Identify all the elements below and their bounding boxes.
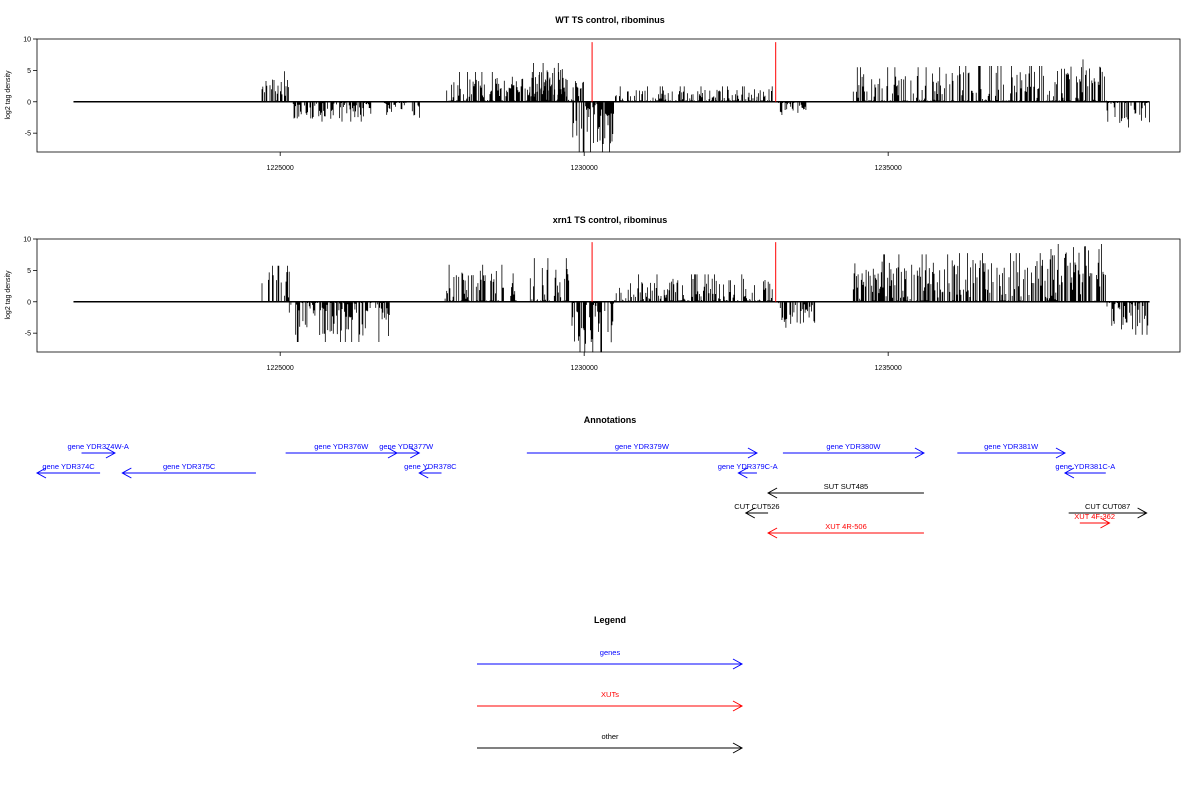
xrn1-density-panel: xrn1 TS control, ribominus log2 tag dens… [5,215,1181,373]
gene-ydr381c-a-label: gene YDR381C-A [1055,462,1115,471]
legend-other-label: other [601,732,619,741]
wt-y-tick-label: -5 [25,131,31,138]
xrn1-density-segment [571,301,614,353]
xrn1-density-segment [444,264,517,302]
gene-ydr374c-arrow [35,467,101,479]
gene-ydr378c-arrow [418,467,442,479]
xrn1-plot-frame [36,238,1181,353]
xrn1-x-tick-label: 1230000 [571,365,598,372]
wt-red-markers [591,42,777,102]
gene-ydr374w-a-label: gene YDR374W-A [68,442,129,451]
sut-sut485-arrow [767,487,924,499]
xrn1-density-segment [1106,301,1149,335]
legend: Legend genes XUTs other [477,615,744,754]
wt-plot-frame [36,38,1181,153]
xrn1-density-segment [288,301,390,342]
gene-ydr379c-a-label: gene YDR379C-A [718,462,778,471]
xrn1-axes: -5 0 5 10 1225000 1230000 1235000 [23,237,902,373]
xut-4r-506-arrow [767,527,924,539]
legend-gene-label: genes [600,648,621,657]
gene-ydr381w-label: gene YDR381W [984,442,1039,451]
wt-density-segment [615,86,773,102]
wt-density-segment [292,101,372,122]
wt-x-tick-label: 1225000 [267,165,294,172]
wt-density-segment [852,67,947,102]
legend-other-arrow [477,742,744,754]
wt-density-segment [529,63,570,102]
xrn1-density-segment [852,254,949,302]
legend-xut-label: XUTs [601,690,619,699]
wt-panel-title: WT TS control, ribominus [555,15,665,25]
wt-axes: -5 0 5 10 1225000 1230000 1235000 [23,37,902,173]
wt-density-segment [1106,101,1150,128]
legend-items: genes XUTs other [477,648,744,754]
wt-density-bars [261,59,1150,153]
xrn1-density-segment [948,253,1047,302]
wt-density-segment [261,71,289,102]
xrn1-density-segment [614,274,773,302]
xut-4f-362-arrow [1079,517,1111,529]
wt-density-segment [949,66,1044,102]
wt-density-segment [1045,59,1107,102]
gene-ydr377w-arrow [393,447,421,459]
xrn1-red-markers [591,242,777,302]
xrn1-y-tick-label: -5 [25,331,31,338]
cut-cut087-arrow [1068,507,1148,519]
wt-density-segment [572,101,614,153]
wt-x-tick-label: 1235000 [875,165,902,172]
sut-sut485-label: SUT SUT485 [824,482,868,491]
legend-xut-arrow [477,700,744,712]
cut-cut087-label: CUT CUT087 [1085,502,1130,511]
xrn1-density-segment [1046,244,1106,302]
wt-density-segment [778,101,807,115]
xrn1-density-segment [529,258,570,302]
xrn1-density-bars [261,244,1149,353]
annotations-title: Annotations [584,415,637,425]
wt-density-segment [383,101,420,118]
gene-ydr374w-a-arrow [81,447,116,459]
legend-title: Legend [594,615,626,625]
gene-ydr377w-label: gene YDR377W [379,442,434,451]
xrn1-y-tick-label: 0 [27,299,31,306]
xrn1-x-tick-label: 1235000 [875,365,902,372]
xrn1-y-axis-label: log2 tag density [5,270,12,320]
gene-ydr374c-label: gene YDR374C [42,462,95,471]
gene-ydr379w-arrow [526,447,758,459]
wt-density-panel: WT TS control, ribominus log2 tag densit… [5,15,1181,173]
wt-x-tick-label: 1230000 [571,165,598,172]
gene-ydr381w-arrow [957,447,1066,459]
gene-ydr375c-label: gene YDR375C [163,462,216,471]
gene-ydr380w-label: gene YDR380W [826,442,881,451]
wt-y-axis-label: log2 tag density [5,70,12,120]
xut-4f-362-label: XUT 4F-362 [1074,512,1115,521]
gene-ydr379c-a-arrow [737,467,757,479]
annotation-features: gene YDR374C gene YDR374W-A gene YDR375C ge… [35,442,1148,539]
gene-ydr376w-label: gene YDR376W [314,442,369,451]
gene-ydr380w-arrow [782,447,925,459]
xut-4r-506-label: XUT 4R-506 [825,522,867,531]
cut-cut526-arrow [744,507,769,519]
cut-cut526-label: CUT CUT526 [734,502,779,511]
gene-ydr381c-a-arrow [1063,467,1106,479]
wt-y-tick-label: 10 [23,37,31,44]
wt-y-tick-label: 5 [27,68,31,75]
wt-y-tick-label: 0 [27,99,31,106]
xrn1-x-tick-label: 1225000 [267,365,294,372]
xrn1-y-tick-label: 5 [27,268,31,275]
gene-ydr378c-label: gene YDR378C [404,462,457,471]
xrn1-panel-title: xrn1 TS control, ribominus [553,215,668,225]
legend-gene-arrow [477,658,744,670]
xrn1-density-segment [261,265,290,302]
gene-ydr375c-arrow [121,467,256,479]
xrn1-density-segment [778,301,816,328]
gene-ydr379w-label: gene YDR379W [615,442,670,451]
xrn1-y-tick-label: 10 [23,237,31,244]
